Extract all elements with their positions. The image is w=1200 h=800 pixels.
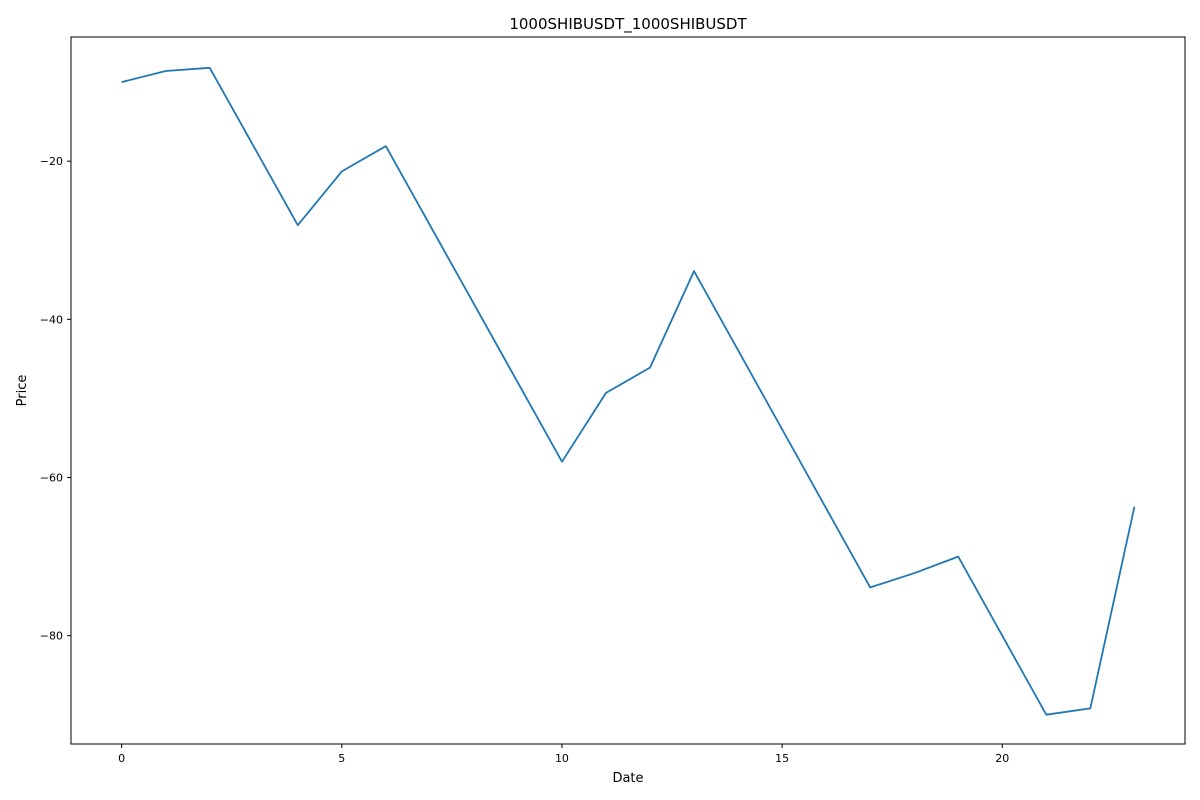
- x-axis-label: Date: [612, 771, 643, 786]
- y-tick-label: −20: [40, 155, 63, 168]
- x-tick-label: 5: [338, 752, 345, 765]
- plot-area: [121, 66, 1136, 716]
- y-tick-label: −40: [40, 313, 63, 326]
- y-tick-label: −60: [40, 471, 63, 484]
- axes-frame: [70, 36, 1186, 745]
- x-tick-label: 0: [118, 752, 125, 765]
- y-axis-label: Price: [15, 375, 30, 407]
- axis-ticks: 0 5 10 15 20 −20 −40 −60 −80: [40, 155, 1009, 765]
- x-tick-label: 15: [775, 752, 789, 765]
- chart-title: 1000SHIBUSDT_1000SHIBUSDT: [509, 15, 747, 34]
- x-tick-label: 10: [555, 752, 569, 765]
- series-line: [121, 66, 1136, 716]
- x-tick-label: 20: [995, 752, 1009, 765]
- y-tick-label: −80: [40, 630, 63, 643]
